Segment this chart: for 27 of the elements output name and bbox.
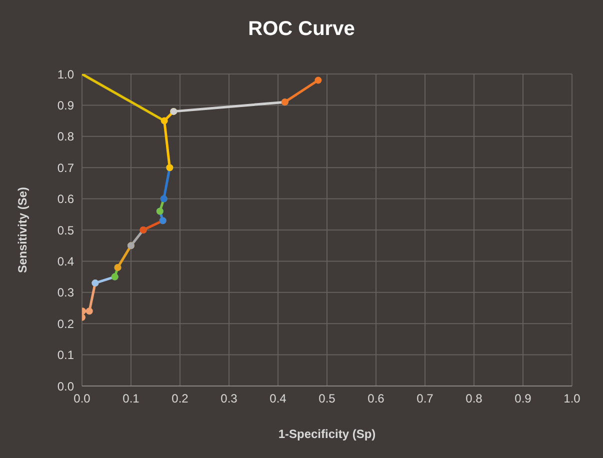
x-tick-label: 0.1 — [122, 392, 140, 406]
y-tick-label: 0.4 — [57, 254, 74, 268]
x-tick-label: 0.7 — [416, 392, 434, 406]
y-tick-label: 0.8 — [57, 130, 74, 144]
chart-title: ROC Curve — [247, 18, 356, 41]
y-tick-label: 0.0 — [57, 379, 74, 394]
y-tick-label: 0.3 — [57, 286, 74, 300]
y-tick-label: 1.0 — [57, 67, 74, 82]
y-tick-label: 0.2 — [57, 316, 74, 331]
y-tick-label: 0.1 — [57, 348, 74, 362]
point — [160, 117, 168, 124]
x-tick-label: 0.9 — [514, 392, 532, 406]
x-tick-label: 0.5 — [318, 392, 336, 406]
x-tick-label: 1.0 — [564, 392, 581, 406]
y-axis-title: Sensitivity (Se) — [15, 186, 30, 274]
y-tick-label: 0.5 — [57, 223, 74, 238]
x-tick-label: 0.4 — [270, 392, 287, 406]
x-tick-label: 0.8 — [466, 392, 483, 406]
y-tick-label: 0.7 — [57, 160, 74, 175]
point — [314, 76, 322, 84]
y-tick-label: 0.9 — [57, 98, 74, 112]
x-tick-label: 0.2 — [172, 392, 189, 406]
x-axis-title: 1-Specificity (Sp) — [278, 427, 376, 441]
y-tick-label: 0.6 — [57, 192, 74, 206]
x-tick-label: 0.0 — [74, 392, 91, 406]
x-tick-label: 0.3 — [220, 392, 238, 406]
x-tick-label: 0.6 — [368, 392, 385, 406]
